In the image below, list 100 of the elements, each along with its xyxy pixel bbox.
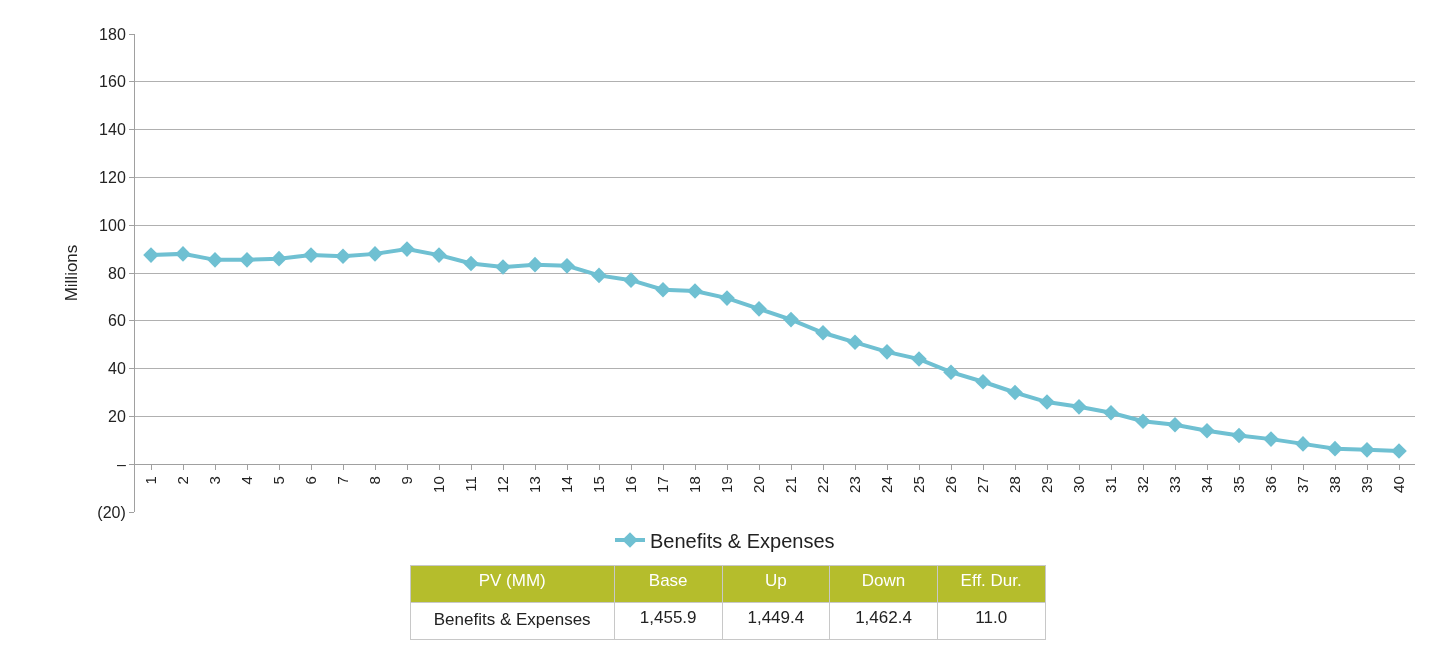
x-tick-label: 13 [525,476,543,493]
x-tick-label: 25 [909,476,927,493]
point [335,248,351,265]
y-tick-label: 180 [99,25,126,43]
x-tick-label: 30 [1069,476,1087,493]
point [431,247,447,263]
point [1295,436,1311,452]
point [239,252,255,268]
x-tick-label: 28 [1005,476,1023,493]
point [1071,399,1087,415]
x-tick-label: 9 [397,476,415,485]
x-tick-label: 23 [845,476,863,493]
point [1199,422,1215,439]
x-tick-label: 32 [1133,476,1151,493]
point [975,373,991,390]
point [1231,427,1247,444]
x-tick-label: 15 [589,476,607,493]
point [1007,384,1023,401]
x-tick-label: 4 [237,476,255,485]
x-tick-label: 16 [621,476,639,493]
x-tick-label: 34 [1197,476,1215,493]
x-tick-label: 10 [429,476,447,493]
legend-label: Benefits & Expenses [650,529,835,552]
x-tick-label: 20 [749,476,767,493]
point [143,247,159,263]
x-tick-label: 31 [1101,476,1119,493]
point [1391,443,1407,459]
point [1359,442,1375,458]
y-tick-label: 160 [99,73,126,91]
x-tick-label: 11 [461,476,479,492]
x-tick-label: 33 [1165,476,1183,493]
point [207,252,223,268]
y-tick-label: 60 [108,312,126,330]
x-tick-label: 21 [781,476,799,493]
text: 11.0 [975,607,1008,627]
text: Eff. Dur. [960,570,1022,590]
point [399,241,415,257]
point [495,259,511,275]
y-tick-label: 100 [99,216,126,234]
text: Up [764,570,787,590]
x-tick-label: 18 [685,476,703,493]
point [463,255,479,272]
x-tick-label: 1 [141,476,159,485]
y-tick-label: 140 [99,121,126,139]
point [623,272,639,288]
point [687,283,703,299]
point [175,246,191,262]
point [1103,405,1119,421]
point [367,246,383,262]
point [559,258,575,274]
text: PV (MM) [478,570,546,590]
x-tick-label: 39 [1357,476,1375,493]
point [271,250,287,267]
text: 1,455.9 [639,607,697,627]
point [1263,431,1279,447]
x-tick-label: 36 [1261,476,1279,493]
point [303,247,319,263]
x-tick-label: 5 [269,476,287,485]
x-tick-label: 6 [301,476,319,485]
x-tick-label: 14 [557,476,575,493]
y-tick-label: (20) [97,503,126,521]
x-tick-label: 38 [1325,476,1343,493]
y-tick-label: 120 [99,169,126,186]
point [1167,416,1183,433]
text: Down [861,570,906,590]
text: Benefits & Expenses [433,610,591,629]
y-tick-label: – [116,455,126,473]
x-tick-label: 40 [1389,476,1407,493]
text: 1,449.4 [747,607,805,627]
y-tick-label: 20 [108,408,126,425]
x-tick-label: 12 [493,476,511,493]
x-tick-label: 3 [205,476,223,485]
y-axis-title: Millions [61,244,81,302]
x-tick-label: 19 [717,476,735,493]
point [783,311,799,328]
point [591,267,607,284]
point [847,334,863,351]
point [815,324,831,341]
point [1327,440,1343,457]
x-tick-label: 22 [813,476,831,493]
point [879,344,895,360]
x-tick-label: 24 [877,476,895,493]
text: Base [648,570,688,590]
point [527,256,543,273]
point [751,301,767,317]
point [1135,413,1151,429]
x-tick-label: 26 [941,476,959,493]
y-tick-label: 40 [108,360,126,378]
x-tick-label: 37 [1293,476,1311,493]
x-tick-label: 2 [173,476,191,485]
x-tick-label: 7 [333,476,351,485]
point [911,351,927,367]
point [943,364,959,380]
x-tick-label: 17 [653,476,671,493]
point [655,281,671,298]
y-tick-label: 80 [108,264,126,282]
x-tick-label: 8 [365,476,383,485]
x-tick-label: 27 [973,476,991,493]
point [719,290,735,306]
point [1039,394,1055,410]
